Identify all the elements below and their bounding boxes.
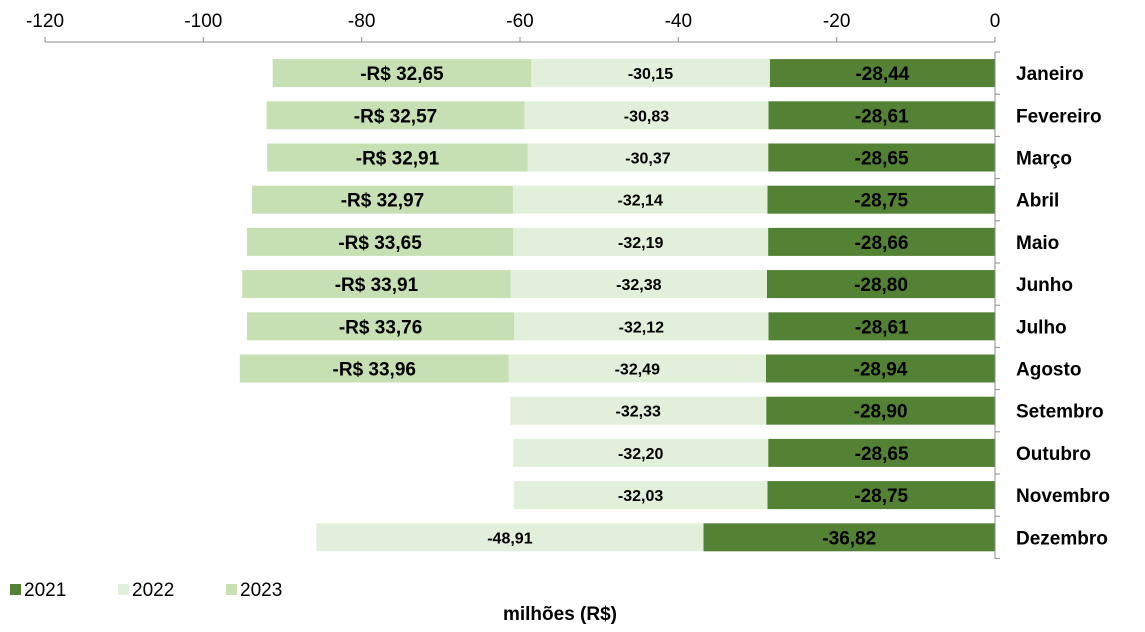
bar-2022-6 [514,312,769,341]
bar-2022-4 [513,227,769,256]
data-label: -28,66 [855,233,909,254]
data-label: -28,75 [854,486,908,507]
x-tick-label: -40 [665,11,692,32]
data-label: -30,37 [625,151,670,168]
data-label: -32,33 [616,404,661,421]
bar-2021-9 [768,438,995,467]
bar-2022-7 [508,354,766,383]
bar-2023-5 [242,270,511,299]
data-label: -R$ 32,65 [360,64,444,85]
data-label: -32,49 [615,362,660,379]
bar-2023-6 [246,312,515,341]
bar-2021-8 [766,396,995,425]
bar-2023-4 [246,227,514,256]
category-label: Abril [1016,191,1059,212]
bar-2021-6 [768,312,995,341]
bar-2021-2 [768,143,995,172]
bar-2021-7 [765,354,995,383]
data-label: -28,94 [854,360,908,381]
category-label: Junho [1016,275,1073,296]
bar-2021-3 [767,185,995,214]
legend: 2021 2022 2023 [10,580,282,601]
x-tick-label: -120 [26,11,64,32]
category-axis: Janeiro Fevereiro Março Abril Maio Junho Julho… [994,51,1110,559]
data-label: -R$ 33,96 [333,360,416,381]
data-label: -32,20 [618,446,663,463]
bar-2022-9 [513,438,769,467]
bar-2023-0 [272,59,532,88]
category-label: Fevereiro [1016,106,1102,127]
bar-2023-3 [251,185,513,214]
x-axis: -120 -100 -80 -60 -40 -20 0 [26,11,1001,43]
x-tick-label: -100 [184,11,222,32]
data-label: -28,65 [855,444,909,465]
data-label: -R$ 33,65 [338,233,422,254]
bar-2022-11 [316,523,704,552]
bar-2022-8 [510,396,767,425]
data-label: -32,14 [617,193,662,210]
x-axis-title: milhões (R$) [503,604,617,625]
data-label: -28,44 [855,64,909,85]
bar-2022-3 [512,185,768,214]
bar-2022-1 [524,101,769,130]
legend-label: 2021 [24,580,66,601]
x-tick-label: 0 [990,11,1001,32]
data-label: -R$ 33,91 [335,275,419,296]
x-tick-label: -60 [506,11,533,32]
x-tick-label: -20 [823,11,850,32]
data-label: -32,12 [619,319,664,336]
data-label: -R$ 33,76 [339,317,422,338]
x-tick-label: -80 [348,11,375,32]
bar-2022-0 [531,59,770,88]
legend-swatch [10,584,21,595]
category-label: Julho [1016,317,1067,338]
bar-2022-2 [527,143,769,172]
data-label: -32,19 [618,235,663,252]
bar-2023-2 [267,143,528,172]
bar-2021-1 [768,101,995,130]
category-label: Janeiro [1016,64,1084,85]
legend-swatch [118,584,129,595]
category-label: Outubro [1016,444,1091,465]
bar-2021-10 [767,481,995,510]
category-label: Março [1016,149,1072,170]
legend-swatch [226,584,237,595]
legend-label: 2023 [240,580,282,601]
data-label: -28,65 [855,149,909,170]
bar-2022-5 [510,270,767,299]
data-label: -30,83 [624,108,669,125]
legend-label: 2022 [132,580,174,601]
bar-2022-10 [513,481,768,510]
data-label: -32,38 [616,277,661,294]
bar-2023-7 [239,354,509,383]
data-label: -28,75 [854,191,908,212]
bar-2023-1 [266,101,525,130]
data-label: -36,82 [822,528,876,549]
data-label: -28,90 [854,402,908,423]
data-label: -32,03 [618,488,663,505]
data-label: -28,61 [855,317,909,338]
data-label: -28,80 [854,275,908,296]
category-label: Maio [1016,233,1059,254]
bar-2021-0 [769,59,995,88]
data-label: -28,61 [855,106,909,127]
data-label: -R$ 32,91 [356,149,440,170]
data-label: -30,15 [628,66,673,83]
category-label: Dezembro [1016,528,1108,549]
data-label: -R$ 32,57 [354,106,437,127]
bar-2021-11 [703,523,995,552]
data-label: -48,91 [487,530,532,547]
category-label: Agosto [1016,360,1081,381]
category-label: Novembro [1016,486,1110,507]
data-label: -R$ 32,97 [341,191,424,212]
bars: -28,44 -30,15 -R$ 32,65 -28,61 -30,83 -R$ 32,… [239,59,995,552]
bar-2021-4 [768,227,995,256]
bar-2021-5 [767,270,995,299]
category-label: Setembro [1016,402,1104,423]
